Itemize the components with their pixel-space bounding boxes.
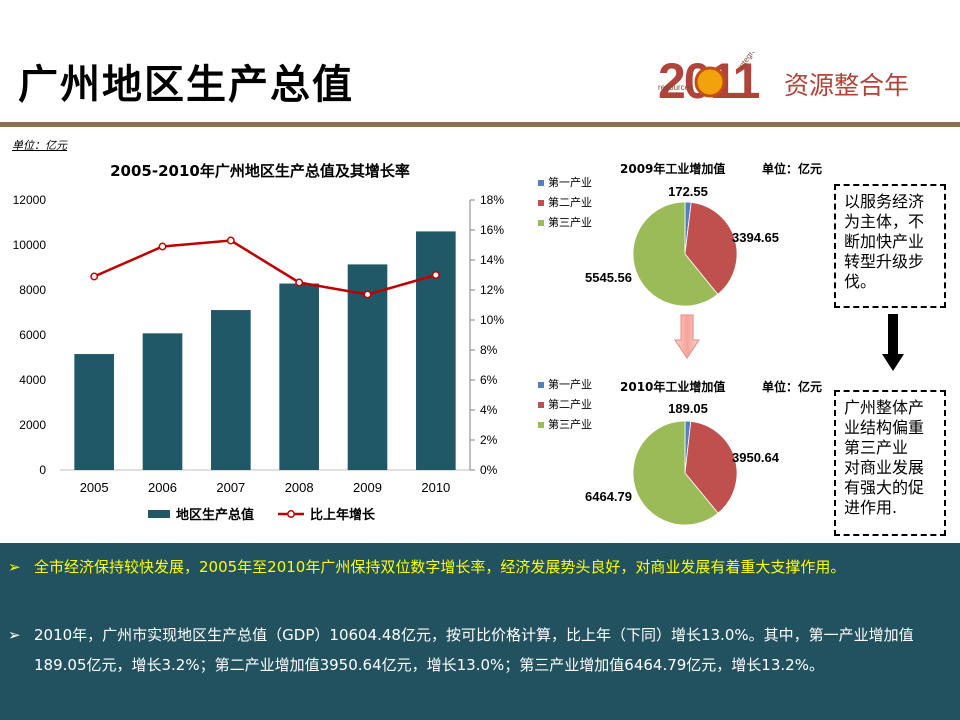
summary-bullet-2: ➢ 2010年，广州市实现地区生产总值（GDP）10604.48亿元，按可比价格…	[8, 620, 948, 680]
pie-2010-title: 2010年工业增加值	[620, 380, 726, 394]
x-tick-label: 2009	[353, 480, 382, 495]
gdp-bar	[211, 310, 251, 470]
pie-legend-label: 第二产业	[548, 397, 592, 411]
pie-value-label: 172.55	[668, 184, 708, 199]
note-top-line: 断加快产业	[844, 232, 925, 251]
y-tick-label: 4000	[19, 373, 46, 387]
x-tick-label: 2008	[285, 480, 314, 495]
logo-word-resources: resources	[658, 83, 693, 92]
pie-legend-swatch	[538, 180, 544, 186]
pie-legend-swatch	[538, 402, 544, 408]
page-title: 广州地区生产总值	[18, 62, 354, 108]
unit-note: 单位：亿元	[12, 139, 67, 152]
y-tick-label: 0	[39, 463, 46, 477]
growth-point	[158, 242, 167, 251]
gdp-bar	[74, 354, 114, 470]
pie-slice	[684, 420, 738, 514]
y2-tick-label: 8%	[480, 343, 498, 357]
note-box-top: 以服务经济 为主体，不 断加快产业 转型升级步 伐。	[834, 184, 946, 308]
legend-bar-label: 地区生产总值	[176, 507, 254, 523]
gdp-bar	[347, 264, 388, 470]
title-divider	[0, 122, 960, 127]
pie-legend-swatch	[538, 200, 544, 206]
growth-point	[90, 272, 99, 281]
pie-value-label: 5545.56	[585, 270, 632, 285]
note-box-bottom: 广州整体产 业结构偏重 第三产业 对商业发展 有强大的促 进作用.	[834, 390, 946, 536]
note-top-line: 伐。	[844, 272, 877, 291]
down-arrow-icon	[674, 314, 700, 359]
y2-tick-label: 2%	[480, 433, 498, 447]
x-tick-label: 2010	[421, 480, 450, 495]
x-tick-label: 2006	[148, 480, 177, 495]
note-bottom-line: 第三产业	[844, 438, 909, 457]
growth-point	[226, 236, 235, 245]
y2-tick-label: 4%	[480, 403, 498, 417]
logo: 2011 resources integration 资源整合年	[658, 52, 909, 109]
pie-legend-swatch	[538, 382, 544, 388]
y-tick-label: 10000	[13, 238, 47, 252]
pie-legend-label: 第三产业	[548, 215, 592, 229]
y2-tick-label: 10%	[480, 313, 504, 327]
y2-tick-label: 0%	[480, 463, 498, 477]
growth-point	[363, 290, 372, 299]
growth-point	[295, 278, 304, 287]
gdp-bar	[416, 231, 456, 470]
y2-tick-label: 12%	[480, 283, 504, 297]
summary-bullet-1: ➢ 全市经济保持较快发展，2005年至2010年广州保持双位数字增长率，经济发展…	[8, 552, 948, 582]
y2-tick-label: 14%	[480, 253, 504, 267]
chart-title: 2005-2010年广州地区生产总值及其增长率	[110, 162, 410, 180]
logo-sun-icon	[694, 66, 726, 98]
bullet-arrow-icon: ➢	[8, 626, 21, 644]
pie-legend-label: 第一产业	[548, 377, 592, 391]
summary-panel	[0, 543, 960, 720]
y-tick-label: 6000	[19, 328, 46, 342]
y2-tick-label: 6%	[480, 373, 498, 387]
gdp-bar	[142, 333, 183, 470]
logo-text: 资源整合年	[784, 71, 909, 100]
note-top-line: 以服务经济	[844, 192, 925, 211]
growth-line	[93, 239, 437, 296]
summary-text-2: 2010年，广州市实现地区生产总值（GDP）10604.48亿元，按可比价格计算…	[34, 626, 914, 674]
y2-tick-label: 18%	[480, 193, 504, 207]
pie-legend-swatch	[538, 422, 544, 428]
y2-tick-label: 16%	[480, 223, 504, 237]
note-top-line: 转型升级步	[844, 252, 925, 271]
pie-slice	[632, 420, 719, 526]
pie-value-label: 6464.79	[585, 489, 632, 504]
x-tick-label: 2005	[80, 480, 109, 495]
pie-2010-unit: 单位：亿元	[762, 380, 823, 394]
pie-value-label: 3950.64	[732, 450, 780, 465]
note-bottom-line: 广州整体产	[844, 398, 925, 417]
pie-slice	[684, 201, 738, 295]
gdp-bar	[279, 283, 319, 470]
pie-legend-swatch	[538, 220, 544, 226]
pie-2009-unit: 单位：亿元	[762, 162, 823, 176]
bullet-arrow-icon: ➢	[8, 558, 21, 576]
growth-point	[431, 271, 440, 279]
note-bottom-line: 对商业发展	[844, 458, 925, 477]
y-tick-label: 2000	[19, 418, 46, 432]
pie-2009-title: 2009年工业增加值	[620, 162, 726, 176]
note-bottom-line: 业结构偏重	[844, 418, 925, 437]
note-top-line: 为主体，不	[844, 212, 925, 231]
legend-line-marker	[287, 510, 295, 518]
y-tick-label: 12000	[13, 193, 47, 207]
black-down-arrow-icon	[882, 314, 904, 371]
x-tick-label: 2007	[216, 480, 245, 495]
pie-legend-label: 第二产业	[548, 195, 592, 209]
legend-bar-swatch	[148, 510, 170, 518]
note-bottom-line: 进作用.	[844, 498, 898, 517]
pie-value-label: 189.05	[668, 401, 708, 416]
gdp-growth-chart: 2005-2010年广州地区生产总值及其增长率 0 2000 4000 6000 800…	[13, 162, 505, 523]
legend-line-label: 比上年增长	[310, 507, 376, 523]
summary-text-1: 全市经济保持较快发展，2005年至2010年广州保持双位数字增长率，经济发展势头…	[34, 558, 846, 576]
pie-value-label: 3394.65	[732, 230, 779, 245]
y-tick-label: 8000	[19, 283, 46, 297]
note-bottom-line: 有强大的促	[844, 478, 925, 497]
pie-slice	[632, 201, 719, 307]
pie-legend-label: 第三产业	[548, 417, 592, 431]
pie-legend-label: 第一产业	[548, 175, 592, 189]
